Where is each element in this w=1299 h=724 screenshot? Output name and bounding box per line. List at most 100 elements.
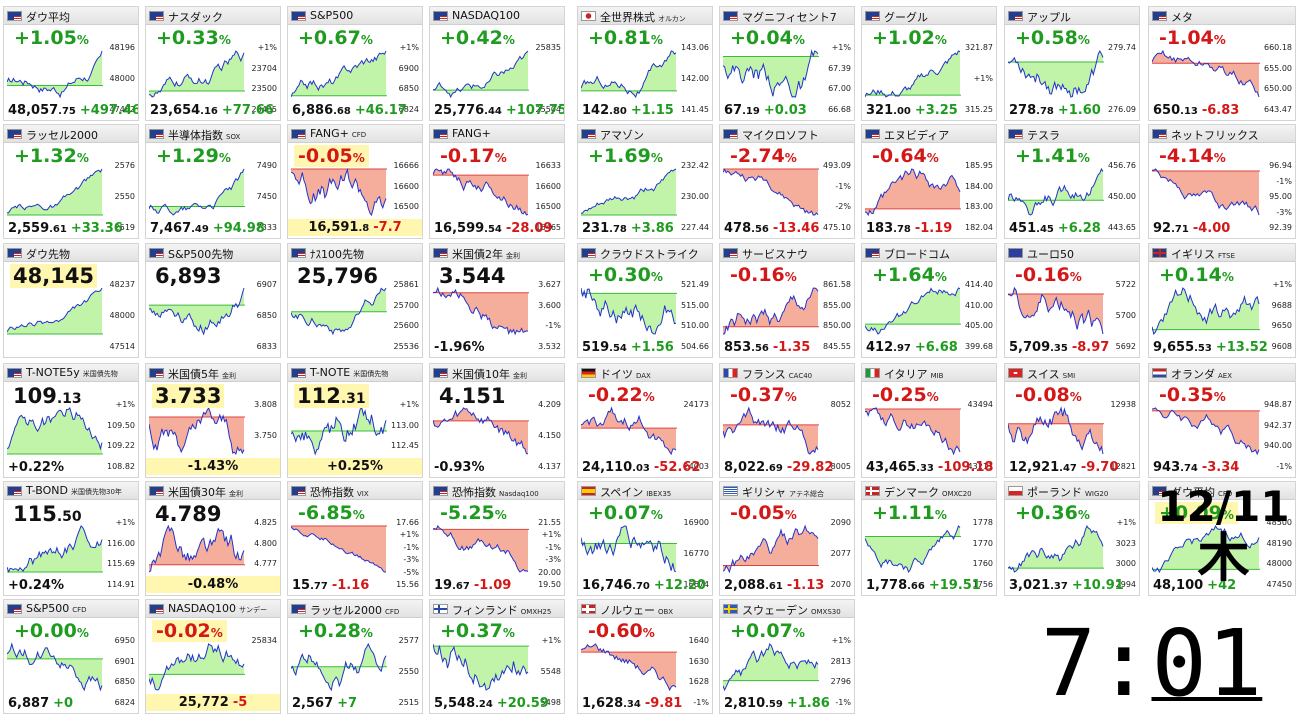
- change-percent-value: -0.17: [440, 145, 495, 167]
- market-tile[interactable]: オランダ AEX 948.87 942.37 940.00 -1% -0.35% 943.74…: [1148, 363, 1296, 478]
- axis-tick-label: 3000: [1115, 559, 1136, 568]
- market-tile[interactable]: ブロードコム 414.40 410.00 405.00 399.68 +1.64% 412.…: [861, 243, 997, 358]
- axis-tick-label: 16600: [535, 182, 561, 191]
- market-tile[interactable]: ユーロ50 5722 5700 5692 -0.16% 5,709.35 -8.97: [1004, 243, 1140, 358]
- market-tile[interactable]: イギリス FTSE +1% 9688 9650 9608 +0.14% 9,655.53 +13…: [1148, 243, 1296, 358]
- net-change: -1.09: [473, 578, 512, 593]
- market-tile[interactable]: スペイン IBEX35 16900 16770 16674 +0.07% 16,746.70…: [577, 481, 713, 596]
- market-tile[interactable]: スイス SMI 12938 12821 -0.08% 12,921.47 -9.70: [1004, 363, 1140, 478]
- net-change: -6.83: [1201, 103, 1240, 118]
- market-tile[interactable]: 恐怖指数 VIX 17.66 +1% -1% -3% -5% 15.56 -6.85% 15.77…: [287, 481, 423, 596]
- market-tile[interactable]: 米国債10年 金利 4.209 4.150 4.137 4.151 -0.93%: [429, 363, 565, 478]
- tile-subtitle: 米国債先物: [353, 370, 389, 378]
- market-tile[interactable]: S&P500 +1% 6900 6850 6824 +0.67% 6,886.68 +46.1…: [287, 6, 423, 121]
- flag-icon: [1152, 486, 1167, 496]
- last-price-decimal: .03: [632, 463, 650, 474]
- axis-tick-label: 4.209: [538, 400, 561, 409]
- last-price-decimal: .53: [1194, 343, 1212, 354]
- change-percent-value: +1.02: [872, 27, 935, 49]
- market-tile[interactable]: ナスダック +1% 23704 23500 23435 +0.33% 23,654.16 +7…: [145, 6, 281, 121]
- market-tile[interactable]: 米国債2年 金利 3.627 3.600 -1% 3.532 3.544 -1.96%: [429, 243, 565, 358]
- market-tile[interactable]: アマゾン 232.42 230.00 227.44 +1.69% 231.78 +3.86: [577, 124, 713, 239]
- last-price-main: 943: [1153, 460, 1181, 475]
- tile-header: ダウ平均 CFD: [1149, 482, 1295, 500]
- market-tile[interactable]: フランス CAC40 8052 8005 -0.37% 8,022.69 -29.82: [719, 363, 855, 478]
- market-tile[interactable]: ノルウェー OBX 1640 1630 1628 -1% -0.60% 1,628.34 -9.…: [577, 599, 713, 714]
- market-tile[interactable]: T-NOTE米国債先物+1%113.00112.45111.92112.31+0…: [287, 363, 423, 478]
- market-tile[interactable]: マグニフィセント7 +1% 67.39 67.00 66.68 +0.04% 67.19 +0…: [719, 6, 855, 121]
- market-tile[interactable]: S&P500先物 6907 6850 6833 6,893: [145, 243, 281, 358]
- market-tile[interactable]: NASDAQ100サンデー2583425503-0.02%25,772-5: [145, 599, 281, 714]
- axis-tick-label: 109.22: [107, 441, 135, 450]
- flag-icon: [1152, 129, 1167, 139]
- market-tile[interactable]: FANG+CFD16666166001650016464-0.05%16,591…: [287, 124, 423, 239]
- change-percent: +1.05%: [10, 27, 93, 49]
- market-tile[interactable]: NASDAQ100 25835 25504 +0.42% 25,776.44 +107.7…: [429, 6, 565, 121]
- axis-tick-label: 43213: [967, 462, 993, 471]
- change-percent-value: -0.08: [1015, 384, 1070, 406]
- market-tile[interactable]: FANG+ 16633 16600 16500 16465 -0.17% 16,599.54…: [429, 124, 565, 239]
- last-price-decimal: .16: [200, 106, 218, 117]
- tile-title-text: FANG+: [452, 127, 491, 140]
- market-tile[interactable]: テスラ 456.76 450.00 443.65 +1.41% 451.45 +6.28: [1004, 124, 1140, 239]
- market-tile[interactable]: ネットフリックス 96.94 -1% 95.00 -3% 92.39 -4.14% 92.71…: [1148, 124, 1296, 239]
- market-tile[interactable]: アップル 279.74 276.09 +0.58% 278.78 +1.60: [1004, 6, 1140, 121]
- market-tile[interactable]: T-NOTE5y 米国債先物 +1% 109.50 109.22 108.82 109.13…: [3, 363, 139, 478]
- axis-tick-label: 48196: [109, 43, 135, 52]
- market-tile[interactable]: ドイツ DAX 24173 24003 -0.22% 24,110.03 -52.62: [577, 363, 713, 478]
- tile-title: グーグル: [884, 9, 928, 25]
- market-tile[interactable]: メタ 660.18 655.00 650.00 643.47 -1.04% 650.13 -6…: [1148, 6, 1296, 121]
- axis-tick-label: -1%: [1276, 462, 1292, 471]
- last-price-decimal: .31: [340, 391, 366, 407]
- last-price: 15.77 -1.16: [292, 578, 369, 593]
- axis-tick-label: 112.45: [391, 441, 419, 450]
- axis-tick-label: 142.00: [681, 74, 709, 83]
- tile-title: 米国債2年 金利: [452, 246, 520, 262]
- market-tile[interactable]: デンマーク OMXC20 1778 1770 1760 1756 +1.11% 1,778.6…: [861, 481, 997, 596]
- market-tile[interactable]: ギリシャ アテネ総合 2090 2077 2070 -0.05% 2,088.61 -1.13: [719, 481, 855, 596]
- market-tile[interactable]: 半導体指数 SOX 7490 7450 7333 +1.29% 7,467.49 +94.98: [145, 124, 281, 239]
- flag-icon: [723, 248, 738, 258]
- sparkline-chart: [433, 50, 529, 99]
- change-percent-unit: %: [792, 626, 805, 640]
- net-change: -1.16: [331, 578, 370, 593]
- market-tile[interactable]: ダウ平均 48196 48000 47462 +1.05% 48,057.75 +497.4…: [3, 6, 139, 121]
- market-tile[interactable]: T-BOND 米国債先物30年 +1% 116.00 115.69 114.91 115.5…: [3, 481, 139, 596]
- market-tile[interactable]: イタリア MIB 43494 43213 -0.25% 43,465.33 -109.18: [861, 363, 997, 478]
- tile-header: 米国債10年 金利: [430, 364, 564, 382]
- market-tile[interactable]: グーグル 321.87 +1% 315.25 +1.02% 321.00 +3.25: [861, 6, 997, 121]
- market-tile[interactable]: S&P500 CFD 6950 6901 6850 6824 +0.00% 6,887 +0: [3, 599, 139, 714]
- tile-title: ブロードコム: [884, 246, 950, 262]
- axis-tick-label: -1%: [545, 543, 561, 552]
- market-tile[interactable]: 全世界株式 オルカン 143.06 142.00 141.45 +0.81% 142.80 +…: [577, 6, 713, 121]
- market-tile[interactable]: スウェーデン OMXS30 +1% 2813 2796 -1% +0.07% 2,810.59…: [719, 599, 855, 714]
- market-tile[interactable]: クラウドストライク 521.49 515.00 510.00 504.66 +0.30% 5…: [577, 243, 713, 358]
- last-price-decimal: .44: [484, 106, 502, 117]
- market-tile[interactable]: ダウ先物 48237 48000 47514 48,145: [3, 243, 139, 358]
- change-percent-value: -0.25: [872, 384, 927, 406]
- market-tile[interactable]: ラッセル2000 2576 2550 2519 +1.32% 2,559.61 +33.36: [3, 124, 139, 239]
- tile-title-text: 米国債5年: [168, 368, 219, 381]
- axis-tick-label: +1%: [115, 518, 135, 527]
- sparkline-line: [433, 525, 529, 573]
- net-change: +6.28: [1057, 221, 1101, 236]
- market-tile[interactable]: ラッセル2000 CFD 2577 2550 2515 +0.28% 2,567 +7: [287, 599, 423, 714]
- tile-title-text: ダウ先物: [26, 248, 70, 261]
- market-tile[interactable]: エヌビディア 185.95 184.00 183.00 182.04 -0.64% 183.…: [861, 124, 997, 239]
- sparkline-chart: [723, 406, 819, 455]
- market-tile[interactable]: サービスナウ 861.58 855.00 850.00 845.55 -0.16% 853.…: [719, 243, 855, 358]
- axis-tick-label: 3.627: [538, 280, 561, 289]
- market-tile[interactable]: フィンランド OMXH25 +1% 5548 5498 +0.37% 5,548.24 +20…: [429, 599, 565, 714]
- market-tile[interactable]: ダウ平均 CFD 48500 48190 48000 47450 +0.09% 48,100 +…: [1148, 481, 1296, 596]
- market-tile[interactable]: ポーランド WIG20 +1% 3023 3000 2994 +0.36% 3,021.37 +…: [1004, 481, 1140, 596]
- market-tile[interactable]: ﾅｽ100先物 25861 25700 25600 25536 25,796: [287, 243, 423, 358]
- market-tile[interactable]: 恐怖指数 Nasdaq100 21.55 +1% -1% -3% 20.00 19.50 -5.…: [429, 481, 565, 596]
- flag-icon: [581, 486, 596, 496]
- tile-title: メタ: [1171, 9, 1193, 25]
- axis-tick-label: 9650: [1271, 321, 1292, 330]
- market-tile[interactable]: マイクロソフト 493.09 -1% -2% 475.10 -2.74% 478.56 -13…: [719, 124, 855, 239]
- sparkline-area: [865, 169, 960, 215]
- change-percent-value: +0.81: [588, 27, 651, 49]
